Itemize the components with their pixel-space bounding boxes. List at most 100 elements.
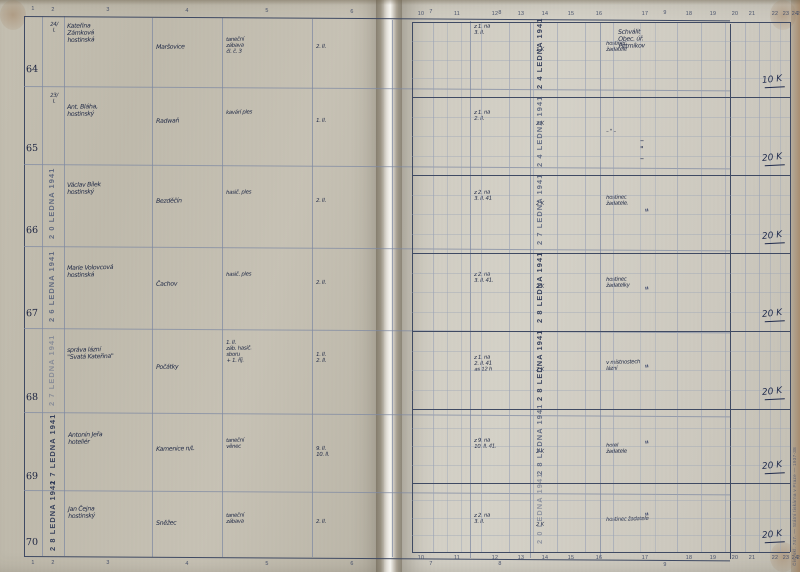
table-subrow-rule (412, 272, 790, 274)
row-date-fraction: 24/ I. (50, 21, 59, 34)
column-number-top: 2 (51, 6, 55, 13)
applicant-name: správa lázní "Svatá Kateřina" (67, 346, 114, 361)
table-row-rule (412, 253, 790, 254)
event-date: 9. II. 10. II. (316, 445, 330, 458)
row-number: 70 (25, 536, 39, 549)
table-subcolumn-rule (461, 22, 462, 552)
table-row-rule (412, 22, 790, 24)
column-number-bottom: 26 (796, 555, 800, 561)
fee-total: 20 K (761, 151, 783, 165)
table-subrow-rule (412, 517, 790, 519)
row-number: 64 (25, 63, 39, 76)
row-number: 66 (25, 224, 39, 237)
column-number-top: 26 (796, 11, 800, 17)
date-stamp: 2 7 LEDNA 1941 (535, 173, 544, 245)
table-column-rule (613, 22, 614, 552)
column-number-top: 20 (731, 11, 739, 17)
table-subrow-rule (412, 78, 790, 80)
date-stamp: 2 7 LEDNA 1941 (47, 413, 57, 485)
fee-total: 20 K (761, 385, 783, 399)
column-number-top: 11 (454, 11, 460, 17)
table-column-rule (481, 22, 482, 552)
fee-total: 20 K (761, 528, 783, 542)
table-column-rule (745, 22, 746, 552)
permit-span: z 1. na 3. II. (474, 23, 491, 37)
table-subrow-rule (412, 389, 790, 391)
permit-span: z 1. na 2. II. (474, 109, 491, 122)
table-column-rule (509, 22, 510, 552)
printer-imprint: Čís. skl. 747. — Státní tiskárna v Praze… (792, 447, 797, 566)
event-purpose: taneční zábava čl. č. 3 (226, 36, 245, 56)
fee-total: 10 K (761, 73, 783, 87)
column-number-bottom: 5 (265, 560, 269, 567)
date-stamp: 2 7 LEDNA 1941 (47, 334, 57, 406)
page-edge-right (791, 0, 800, 572)
table-subrow-rule (412, 464, 790, 466)
table-column-rule (412, 22, 414, 552)
table-column-rule (530, 22, 531, 558)
column-number-bottom: 20 (731, 555, 739, 561)
column-number-top: 7 (429, 9, 433, 16)
column-number-bottom: 17 (641, 555, 649, 561)
column-number-top: 18 (685, 11, 693, 17)
table-row-rule (412, 331, 790, 332)
column-number-top: 1 (31, 6, 35, 12)
column-number-top: 15 (567, 11, 575, 17)
table-subcolumn-rule (447, 22, 448, 552)
right-page-sheet (398, 0, 800, 572)
column-number-top: 4 (185, 7, 189, 14)
date-stamp: 2 8 LEDNA 1941 (535, 403, 544, 475)
table-row-rule (412, 175, 790, 176)
date-stamp: 2 8 LEDNA 1941 (535, 251, 544, 323)
date-stamp: 2 0 LEDNA 1941 (46, 167, 56, 239)
fee-total: 20 K (761, 229, 783, 243)
column-number-bottom: 11 (454, 555, 460, 561)
column-number-bottom: 24 (791, 555, 799, 561)
row-date-fraction: 23/ I. (50, 92, 59, 105)
date-stamp: 2 6 LEDNA 1941 (47, 250, 57, 322)
table-column-rule (392, 20, 393, 558)
column-number-top: 10 (417, 11, 425, 17)
paper-stain (770, 542, 796, 572)
column-number-bottom: 6 (350, 561, 354, 567)
column-number-top: 6 (350, 8, 354, 15)
column-number-top: 24 (791, 11, 799, 17)
event-purpose: taneční věnec (226, 437, 245, 450)
table-column-rule (433, 22, 434, 552)
table-subrow-rule (412, 500, 790, 502)
column-number-top: 12 (491, 11, 499, 17)
table-column-rule (600, 22, 601, 559)
column-number-bottom: 8 (498, 561, 502, 568)
event-date: 1. II. 2. II. (316, 351, 327, 365)
column-number-bottom: 22 (771, 555, 779, 561)
column-number-bottom: 15 (567, 555, 575, 561)
table-subrow-rule (412, 136, 790, 137)
applicant-name: Marie Volovcová hostinská (67, 263, 114, 279)
applicant-name: Ant. Bláha, hostinský (67, 102, 98, 118)
column-number-bottom: 12 (491, 555, 499, 561)
paper-stain (0, 0, 26, 30)
column-number-bottom: 3 (106, 560, 110, 567)
column-number-bottom: 13 (517, 555, 525, 561)
table-column-rule (725, 22, 726, 552)
table-column-rule (730, 24, 732, 559)
table-subcolumn-rule (640, 22, 641, 552)
column-number-top: 3 (106, 7, 110, 14)
table-row-rule (412, 97, 790, 98)
column-number-top: 8 (498, 9, 502, 16)
column-number-bottom: 10 (417, 555, 425, 561)
table-subrow-rule (412, 350, 790, 352)
date-stamp: 2 0 LEDNA 1941 (535, 472, 544, 544)
table-row-rule (412, 483, 790, 484)
page-edge-top (0, 0, 800, 5)
date-stamp: 2 8 LEDNA 1941 (48, 479, 58, 551)
column-number-bottom: 2 (51, 560, 55, 567)
table-row-rule (412, 409, 790, 410)
applicant-name: Václav Bílek hostinský (67, 181, 101, 196)
table-subrow-rule (412, 370, 790, 371)
column-number-bottom: 9 (663, 561, 667, 568)
table-subrow-rule (412, 292, 790, 293)
table-column-rule (557, 22, 558, 552)
table-column-rule (759, 22, 760, 552)
fee-total: 20 K (761, 459, 783, 473)
